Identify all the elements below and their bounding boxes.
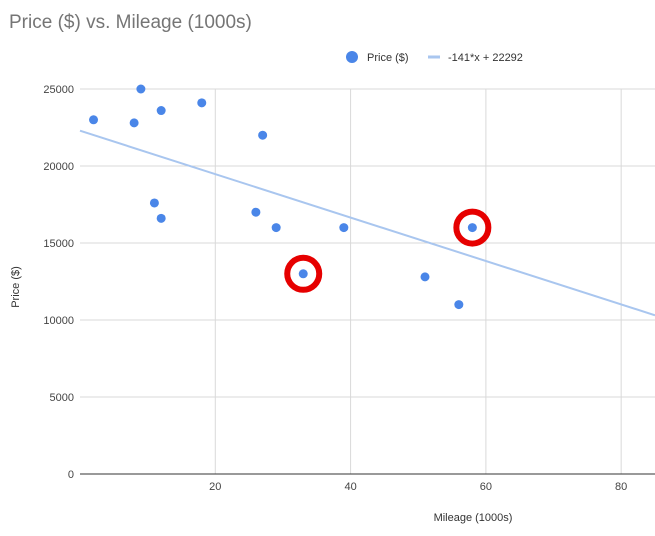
data-point — [149, 198, 159, 208]
x-axis-title: Mileage (1000s) — [434, 512, 513, 524]
data-point — [271, 223, 281, 233]
data-point — [420, 272, 430, 282]
data-point — [129, 118, 139, 128]
data-point — [454, 300, 464, 310]
data-point — [298, 269, 308, 279]
y-tick-label: 5000 — [50, 392, 74, 404]
x-tick-label: 40 — [344, 481, 356, 493]
highlight-circle — [284, 254, 323, 293]
legend-label: Price ($) — [367, 52, 409, 64]
legend-point-icon — [346, 51, 358, 63]
highlight-circle — [453, 208, 492, 247]
data-point — [89, 115, 99, 125]
data-point — [156, 106, 166, 116]
x-tick-label: 80 — [615, 481, 627, 493]
y-tick-label: 0 — [68, 469, 74, 481]
y-tick-label: 25000 — [43, 84, 74, 96]
data-point — [156, 213, 166, 223]
chart-title: Price ($) vs. Mileage (1000s) — [9, 12, 252, 33]
x-tick-label: 60 — [480, 481, 492, 493]
data-point — [258, 130, 268, 140]
data-point — [136, 84, 146, 94]
y-axis-title: Price ($) — [10, 266, 22, 308]
x-tick-label: 20 — [209, 481, 221, 493]
y-tick-label: 20000 — [43, 161, 74, 173]
data-point — [251, 207, 261, 217]
trendline — [79, 129, 655, 317]
data-point — [467, 223, 477, 233]
y-tick-label: 10000 — [43, 315, 74, 327]
y-tick-label: 15000 — [43, 238, 74, 250]
data-point — [339, 223, 349, 233]
data-point — [197, 98, 207, 108]
legend-label: -141*x + 22292 — [448, 52, 523, 64]
